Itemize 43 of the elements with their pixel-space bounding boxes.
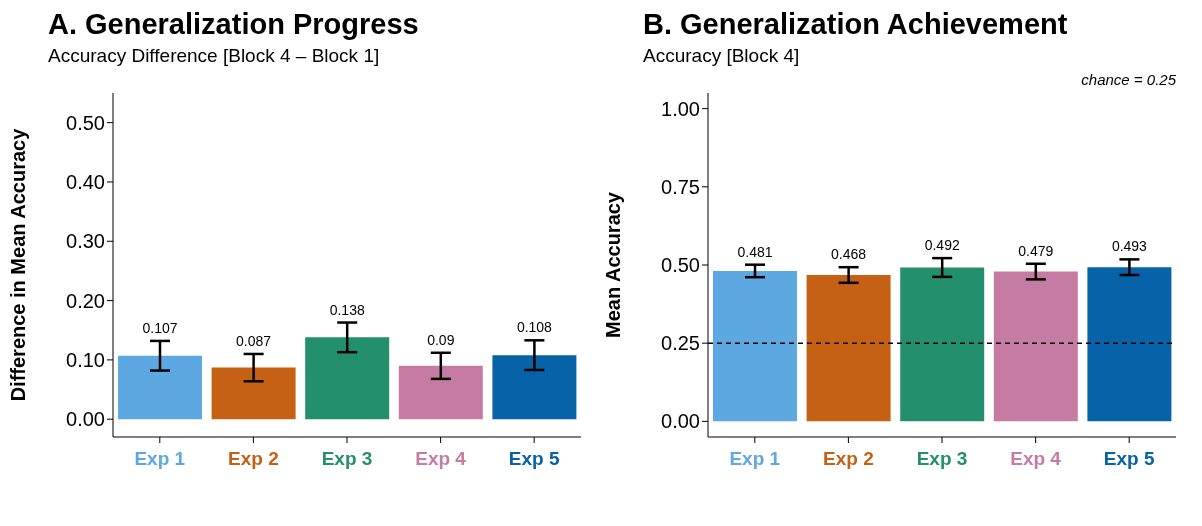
y-tick-label: 0.10 <box>66 349 105 371</box>
x-tick-label: Exp 5 <box>1103 448 1155 469</box>
bar <box>492 355 577 420</box>
data-label: 0.108 <box>516 319 553 336</box>
x-tick-label: Exp 4 <box>1010 448 1062 469</box>
data-label: 0.468 <box>831 246 867 263</box>
data-label: 0.481 <box>737 243 773 260</box>
x-tick-label: Exp 2 <box>228 448 279 469</box>
data-label: 0.479 <box>1018 242 1054 259</box>
x-tick-label: Exp 5 <box>508 448 560 469</box>
chart-title: B. Generalization Achievement <box>643 8 1069 41</box>
x-tick-label: Exp 4 <box>415 448 467 469</box>
ref-line-label: chance = 0.25 <box>1081 71 1177 88</box>
x-tick-label: Exp 2 <box>823 448 874 469</box>
y-tick-label: 0.50 <box>66 111 105 134</box>
y-axis-title: Difference in Mean Accuracy <box>7 127 30 402</box>
x-tick-label: Exp 1 <box>134 448 186 469</box>
bar <box>211 367 296 420</box>
x-tick-label: Exp 1 <box>729 448 781 469</box>
data-label: 0.492 <box>924 237 960 254</box>
x-tick-label: Exp 3 <box>321 448 373 469</box>
bar <box>305 337 390 420</box>
data-label: 0.09 <box>427 331 455 348</box>
y-tick-label: 0.30 <box>66 230 105 253</box>
y-tick-label: 0.20 <box>66 289 105 312</box>
bar <box>398 365 483 420</box>
y-tick-label: 0.00 <box>66 408 105 431</box>
y-tick-label: 0.00 <box>661 410 700 433</box>
data-label: 0.087 <box>236 332 272 349</box>
y-tick-label: 0.25 <box>661 332 700 355</box>
y-tick-label: 0.50 <box>661 254 700 277</box>
y-tick-label: 0.75 <box>661 175 700 198</box>
data-label: 0.107 <box>142 319 178 336</box>
bar <box>118 355 202 420</box>
data-label: 0.493 <box>1111 238 1148 255</box>
y-tick-label: 0.40 <box>66 171 105 194</box>
y-axis-title: Mean Accuracy <box>602 191 625 338</box>
y-tick-label: 1.00 <box>661 97 700 120</box>
data-label: 0.138 <box>329 301 365 318</box>
chart-subtitle: Accuracy Difference [Block 4 – Block 1] <box>48 45 381 67</box>
chart-subtitle: Accuracy [Block 4] <box>643 45 801 67</box>
chart-title: A. Generalization Progress <box>48 8 420 41</box>
x-tick-label: Exp 3 <box>916 448 968 469</box>
